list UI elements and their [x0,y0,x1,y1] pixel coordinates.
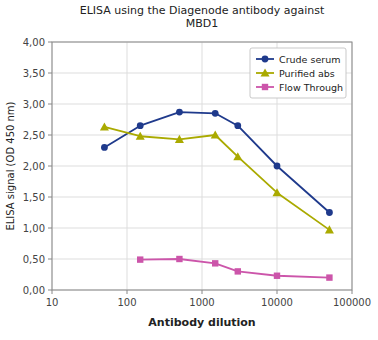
title-line: MBD1 [186,17,219,30]
tick-label-y: 0,50 [23,254,45,265]
series-line [104,112,329,212]
data [100,109,334,281]
grid-line-y [52,197,352,198]
legend-marker [262,84,268,90]
tick-label-y: 3,00 [23,99,45,110]
grid-line-y [52,135,352,136]
grid [52,42,352,290]
tick-y [48,197,52,198]
tick-label-y: 1,50 [23,192,45,203]
axes: 10 100 1000 10000 100000 0,00 0,50 1,00 1,50 2,00… [23,37,371,309]
point [234,122,241,129]
point [100,122,109,130]
x-axis-label: Antibody dilution [148,316,255,329]
tick-y [48,135,52,136]
tick-label-x: 100000 [333,297,371,308]
tick-label-y: 4,00 [23,37,45,48]
point [211,131,220,139]
point [176,256,182,262]
chart: ELISA using the Diagenode antibody again… [0,0,378,340]
point [212,110,219,117]
tick-x [352,290,353,294]
background [0,0,378,340]
point [137,256,143,262]
tick-x [202,290,203,294]
legend: Crude serum Purified abs Flow Through [250,48,346,98]
tick-y [48,290,52,291]
tick-label-x: 10 [46,297,59,308]
point [136,132,145,140]
point [175,135,184,143]
grid-line-y [52,259,352,260]
point [176,109,183,116]
series-line [140,259,329,278]
legend-label: Flow Through [279,82,343,93]
tick-label-x: 1000 [189,297,214,308]
tick-y [48,166,52,167]
tick-x [277,290,278,294]
y-axis-label: ELISA signal (OD 450 nm) [5,101,16,230]
title: ELISA using the Diagenode antibody again… [80,4,325,30]
tick-y [48,259,52,260]
point [274,163,281,170]
point [101,144,108,151]
point [137,122,144,129]
grid-line-y [52,228,352,229]
tick-x [52,290,53,294]
tick-y [48,228,52,229]
plot-frame [52,42,352,290]
tick-y [48,104,52,105]
tick-x [127,290,128,294]
legend-box [250,48,346,98]
point [212,260,218,266]
tick-y [48,42,52,43]
tick-y [48,73,52,74]
point [273,188,282,196]
point [235,268,241,274]
tick-label-y: 2,00 [23,161,45,172]
tick-label-y: 2,50 [23,130,45,141]
grid-line-y [52,166,352,167]
point [274,273,280,279]
point [326,274,332,280]
tick-label-y: 0,00 [23,285,45,296]
legend-label: Crude serum [279,54,340,65]
grid-line-y [52,104,352,105]
series-line [104,127,329,230]
tick-label-y: 3,50 [23,68,45,79]
legend-label: Purified abs [279,68,335,79]
legend-marker [262,56,269,63]
tick-label-x: 10000 [261,297,293,308]
tick-label-y: 1,00 [23,223,45,234]
point [233,152,242,160]
title-line: ELISA using the Diagenode antibody again… [80,4,325,17]
point [325,225,334,233]
tick-label-x: 100 [117,297,136,308]
legend-marker [261,69,270,77]
point [326,209,333,216]
